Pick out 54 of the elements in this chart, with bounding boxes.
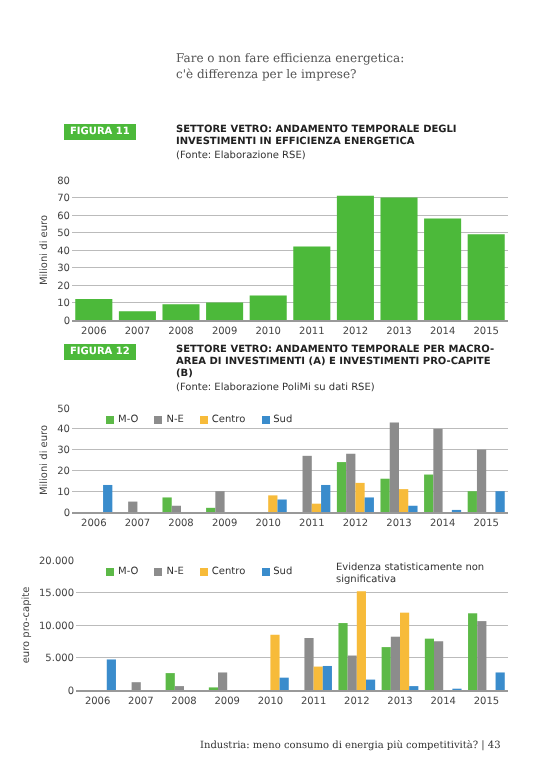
bar	[495, 672, 505, 690]
bar	[408, 505, 418, 512]
bar	[336, 195, 374, 320]
bar	[400, 612, 410, 690]
bar	[218, 672, 228, 690]
bar	[364, 497, 374, 512]
bar	[399, 489, 409, 512]
bar	[171, 505, 181, 512]
bar	[365, 679, 376, 690]
bar	[313, 666, 323, 690]
bar	[433, 428, 443, 512]
bar	[131, 682, 141, 690]
bar	[128, 501, 138, 512]
bar	[467, 491, 477, 512]
bar	[165, 673, 175, 690]
bar	[162, 304, 200, 320]
bar	[468, 613, 478, 690]
bar	[270, 634, 280, 690]
bar	[277, 499, 287, 512]
bar	[206, 302, 244, 320]
bar	[390, 636, 400, 690]
bar	[118, 311, 156, 320]
bar	[304, 638, 314, 690]
bar	[293, 246, 331, 320]
bar	[311, 503, 322, 512]
bar	[106, 659, 116, 690]
bar	[338, 623, 348, 690]
bar	[477, 621, 487, 690]
bar	[389, 422, 399, 512]
bar	[424, 474, 434, 512]
bar	[434, 641, 444, 690]
bar	[476, 449, 487, 512]
bar	[495, 491, 505, 512]
bar	[347, 655, 357, 690]
bar	[424, 218, 462, 320]
bar	[424, 638, 435, 690]
bar	[346, 453, 356, 512]
bar	[322, 665, 332, 690]
bar	[162, 497, 172, 512]
bar	[380, 197, 418, 320]
bar	[302, 455, 312, 512]
bar	[268, 495, 278, 512]
bar	[75, 299, 113, 320]
bar	[321, 484, 331, 512]
bar	[249, 295, 287, 320]
bar	[355, 482, 365, 512]
bar	[380, 478, 390, 512]
bar	[279, 677, 289, 690]
bar	[381, 647, 391, 690]
bar	[336, 462, 347, 512]
bar	[103, 484, 113, 512]
bar	[356, 591, 366, 690]
bar	[215, 491, 225, 512]
bar	[467, 234, 505, 320]
